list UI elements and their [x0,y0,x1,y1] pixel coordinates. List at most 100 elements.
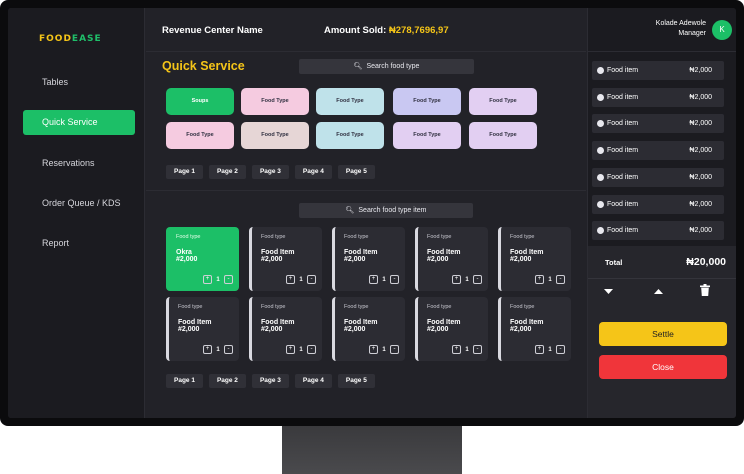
chip-food-type[interactable]: Food Type [166,122,234,149]
plus-icon[interactable]: + [452,275,461,284]
settle-button[interactable]: Settle [599,322,727,346]
chip-food-type[interactable]: Food Type [241,88,309,115]
card-name: Okra [176,249,192,256]
page-3-button[interactable]: Page 3 [251,374,289,388]
order-item[interactable]: Food item ₦2,000 [592,141,724,161]
plus-icon[interactable]: + [452,345,461,354]
minus-icon[interactable]: - [556,345,565,354]
order-item-name: Food item [607,67,639,74]
chip-food-type[interactable]: Food Type [469,122,537,149]
order-item[interactable]: Food item ₦2,000 [592,114,724,134]
food-item-card[interactable]: Food type Food Item #2,000 +1- [415,297,488,361]
plus-icon[interactable]: + [369,275,378,284]
sidebar-item-report[interactable]: Report [42,238,70,248]
minus-icon[interactable]: - [473,345,482,354]
order-item-price: ₦2,000 [689,173,712,181]
order-item-price: ₦2,000 [689,200,712,208]
food-item-card[interactable]: Food type Okra #2,000 +1- [166,227,239,291]
sidebar-item-tables[interactable]: Tables [42,77,69,87]
quantity-stepper: +1- [286,345,316,354]
minus-icon[interactable]: - [390,275,399,284]
avatar[interactable]: K [712,20,732,40]
food-item-card[interactable]: Food type Food Item #2,000 +1- [249,297,322,361]
caret-up-icon[interactable] [654,287,663,297]
order-item[interactable]: Food item ₦2,000 [592,87,724,107]
minus-icon[interactable]: - [307,275,316,284]
page-1-button[interactable]: Page 1 [166,165,203,179]
order-item-price: ₦2,000 [689,147,712,155]
search-food-item-input[interactable]: 🔍︎ Search food type item [299,203,473,218]
card-type: Food type [344,304,369,310]
card-price: #2,000 [261,256,283,263]
chip-food-type[interactable]: Food Type [469,88,537,115]
food-item-card[interactable]: Food type Food Item #2,000 +1- [498,297,571,361]
amount-sold-value: ₦278,7696,97 [388,25,449,36]
chip-food-type[interactable]: Food Type [316,88,384,115]
app-screen: FOODEASE Tables Quick Service Reservatio… [8,8,736,418]
quantity-value: 1 [299,346,303,353]
page-4-button[interactable]: Page 4 [294,374,332,388]
section-divider [146,190,586,191]
card-type: Food type [261,304,286,310]
sidebar-item-quick-service[interactable]: Quick Service [23,110,135,135]
quantity-stepper: +1- [203,345,233,354]
bullet-icon [597,227,604,235]
food-item-card[interactable]: Food type Food Item #2,000 +1- [415,227,488,291]
quantity-value: 1 [382,346,386,353]
sidebar-item-reservations[interactable]: Reservations [42,158,95,168]
plus-icon[interactable]: + [286,275,295,284]
search-food-type-input[interactable]: 🔍︎ Search food type [299,59,474,74]
page-1-button[interactable]: Page 1 [166,374,203,388]
quantity-value: 1 [465,276,469,283]
order-item-name: Food item [607,173,639,181]
food-item-card[interactable]: Food type Food Item #2,000 +1- [332,227,405,291]
card-price: #2,000 [344,256,366,263]
plus-icon[interactable]: + [203,345,212,354]
close-button[interactable]: Close [599,355,727,379]
minus-icon[interactable]: - [307,345,316,354]
plus-icon[interactable]: + [286,345,295,354]
order-item[interactable]: Food item ₦2,000 [592,61,724,80]
card-price: #2,000 [427,326,449,333]
page-5-button[interactable]: Page 5 [337,165,375,179]
food-item-card[interactable]: Food type Food Item #2,000 +1- [166,297,239,361]
card-type: Food type [178,304,203,310]
quantity-value: 1 [216,276,220,283]
plus-icon[interactable]: + [203,275,212,284]
chip-food-type[interactable]: Food Type [393,88,461,115]
plus-icon[interactable]: + [369,345,378,354]
plus-icon[interactable]: + [535,345,544,354]
bullet-icon [597,173,604,181]
order-item[interactable]: Food item ₦2,000 [592,221,724,241]
minus-icon[interactable]: - [556,275,565,284]
minus-icon[interactable]: - [390,345,399,354]
chip-food-type[interactable]: Food Type [241,122,309,149]
minus-icon[interactable]: - [224,345,233,354]
card-name: Food Item [178,319,212,326]
caret-down-icon[interactable] [604,287,613,297]
trash-icon[interactable] [700,284,710,298]
page-4-button[interactable]: Page 4 [294,165,332,179]
page-2-button[interactable]: Page 2 [208,374,246,388]
food-item-card[interactable]: Food type Food Item #2,000 +1- [249,227,322,291]
order-item[interactable]: Food item ₦2,000 [592,194,724,214]
monitor-frame: FOODEASE Tables Quick Service Reservatio… [0,0,744,426]
page-3-button[interactable]: Page 3 [251,165,289,179]
order-item[interactable]: Food item ₦2,000 [592,167,724,187]
card-price: #2,000 [344,326,366,333]
chip-soups[interactable]: Soups [166,88,234,115]
revenue-center-name: Revenue Center Name [162,25,263,36]
food-item-card[interactable]: Food type Food Item #2,000 +1- [498,227,571,291]
page-5-button[interactable]: Page 5 [337,374,375,388]
minus-icon[interactable]: - [473,275,482,284]
order-item-price: ₦2,000 [689,67,712,74]
food-item-card[interactable]: Food type Food Item #2,000 +1- [332,297,405,361]
search-icon: 🔍︎ [353,63,363,70]
order-item-price: ₦2,000 [689,120,712,128]
chip-food-type[interactable]: Food Type [316,122,384,149]
chip-food-type[interactable]: Food Type [393,122,461,149]
sidebar-item-order-queue[interactable]: Order Queue / KDS [42,198,121,208]
plus-icon[interactable]: + [535,275,544,284]
minus-icon[interactable]: - [224,275,233,284]
page-2-button[interactable]: Page 2 [208,165,246,179]
